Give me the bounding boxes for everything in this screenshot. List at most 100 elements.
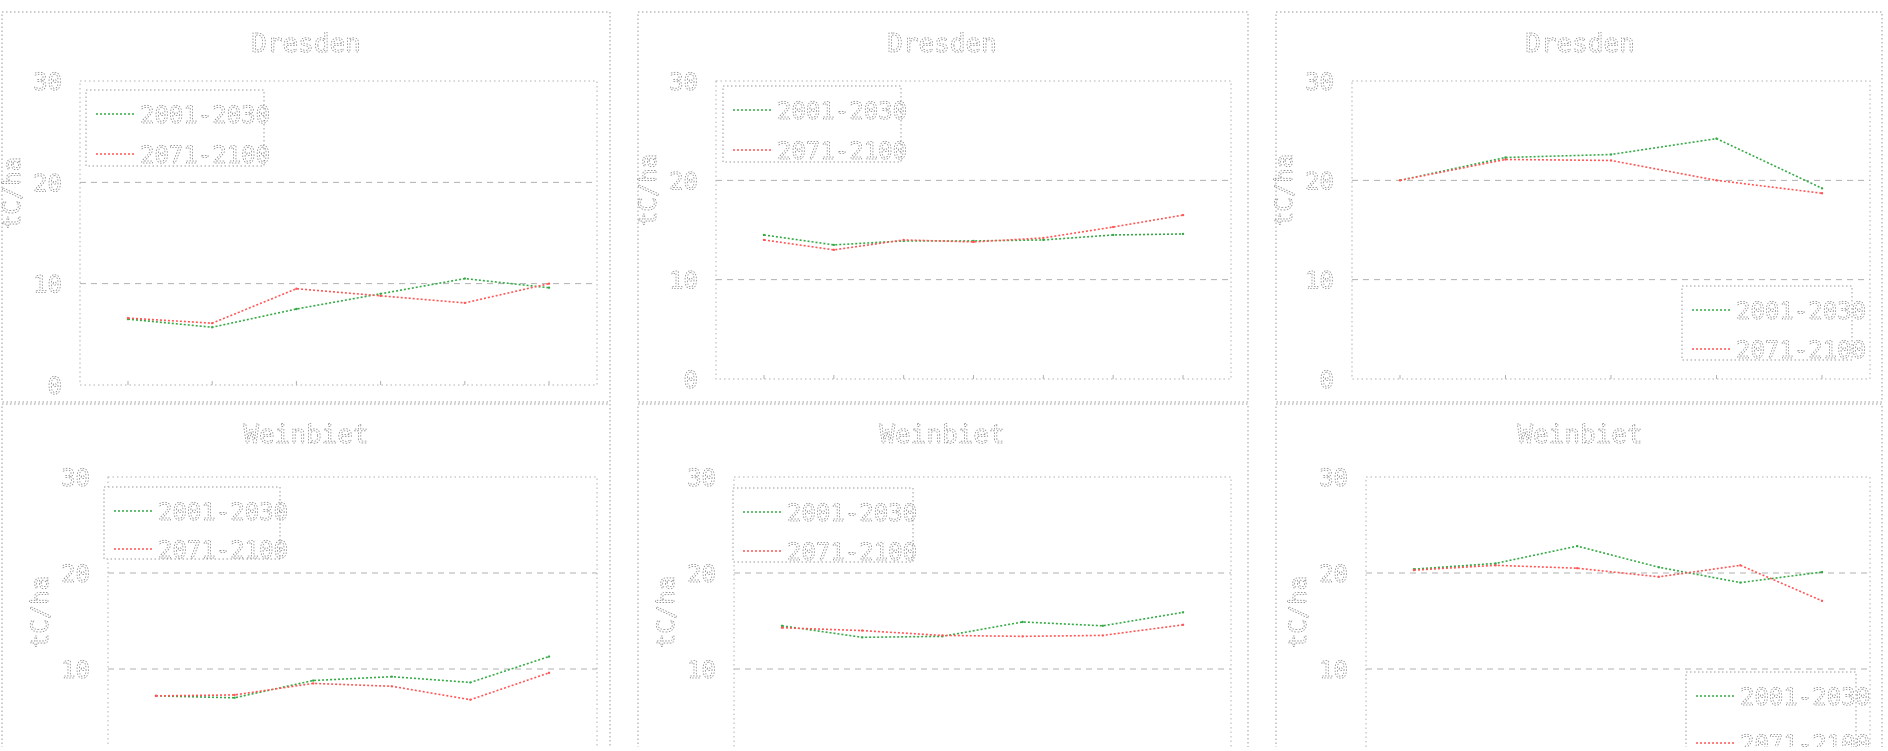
y-tick-label: 10 <box>1319 656 1348 684</box>
data-point <box>1820 192 1824 195</box>
chart-panel: 10 20 30 Weinbiet tC/ha 2001-2030 2071-2100 <box>1275 403 1883 751</box>
data-point <box>1021 620 1024 624</box>
plot-area <box>1365 476 1871 751</box>
data-point <box>233 693 236 697</box>
data-point <box>1576 544 1579 548</box>
panel-frame <box>637 403 1249 751</box>
data-point <box>469 698 472 701</box>
series-line-1 <box>127 277 550 329</box>
panel-frame <box>637 11 1249 403</box>
data-point <box>941 634 944 637</box>
data-point <box>1609 153 1613 156</box>
data-point <box>1504 156 1507 159</box>
data-point <box>390 675 393 678</box>
data-point <box>780 626 784 629</box>
data-point <box>832 248 836 252</box>
y-tick-label: 10 <box>61 656 90 684</box>
y-tick-label: 20 <box>33 169 62 197</box>
y-tick-label: 20 <box>1319 560 1348 588</box>
chart-panel: 0 10 20 30 Dresden tC/ha 2001-2030 2071-2100 <box>0 11 611 403</box>
plot-area <box>715 80 1232 380</box>
legend-label: 2071-2100 <box>1736 336 1866 364</box>
data-point <box>1715 137 1718 140</box>
panel-frame <box>1 403 611 751</box>
series-line-2 <box>127 282 550 324</box>
y-tick-label: 30 <box>1319 464 1348 492</box>
chart-title: Dresden <box>1525 29 1635 59</box>
legend-label: 2071-2100 <box>158 536 288 564</box>
data-point <box>211 326 214 329</box>
series-line-1 <box>1413 545 1823 584</box>
data-point <box>1181 611 1185 614</box>
legend-box <box>1681 285 1853 361</box>
data-point <box>1042 238 1045 242</box>
y-tick-label: 30 <box>1305 68 1334 96</box>
data-point <box>1181 623 1185 627</box>
y-axis-label: tC/ha <box>652 576 680 648</box>
chart-panel: 10 20 30 Weinbiet tC/ha 2001-2030 2071-2100 <box>637 403 1249 751</box>
y-tick-label: 10 <box>1305 267 1334 295</box>
data-point <box>861 629 864 632</box>
y-axis-label: tC/ha <box>0 157 26 229</box>
data-point <box>469 681 472 684</box>
legend-box <box>722 85 902 163</box>
data-point <box>1576 567 1579 570</box>
data-point <box>312 682 315 685</box>
data-point <box>295 307 298 311</box>
data-point <box>861 636 864 639</box>
data-point <box>211 321 214 325</box>
y-tick-label: 30 <box>61 464 90 492</box>
legend-label: 2071-2100 <box>787 538 917 566</box>
chart-title: Weinbiet <box>1517 420 1642 450</box>
y-axis-label: tC/ha <box>634 154 662 226</box>
y-tick-label: 20 <box>1305 167 1334 195</box>
y-tick-label: 10 <box>33 271 62 299</box>
plot-area <box>79 80 598 386</box>
data-point <box>547 655 551 658</box>
data-point <box>1715 179 1718 182</box>
chart-panel: 0 10 20 30 Dresden tC/ha 2001-2030 2071-2100 <box>634 11 1249 403</box>
legend-box <box>103 486 281 560</box>
data-point <box>154 694 158 698</box>
data-point <box>1739 564 1742 567</box>
data-point <box>1111 233 1115 237</box>
plot-area <box>1351 80 1871 380</box>
data-point <box>1111 225 1115 229</box>
series-line-2 <box>155 672 550 701</box>
data-point <box>379 294 382 298</box>
legend-box <box>85 89 265 167</box>
legend-label: 2071-2100 <box>777 137 907 165</box>
data-point <box>295 287 298 290</box>
data-point <box>1739 581 1742 584</box>
data-point <box>1820 599 1824 603</box>
chart-panel: 10 20 30 Weinbiet tC/ha 2001-2030 2071-2100 <box>1 403 611 751</box>
data-point <box>762 233 766 237</box>
legend-label: 2001-2030 <box>140 101 270 129</box>
y-axis-label: tC/ha <box>26 576 54 648</box>
panel-frame <box>1275 11 1883 403</box>
data-point <box>762 238 766 242</box>
legend-label: 2001-2030 <box>1736 297 1866 325</box>
y-tick-label: 20 <box>61 560 90 588</box>
data-point <box>780 624 784 627</box>
y-tick-label: 0 <box>684 366 698 394</box>
data-point <box>902 238 905 242</box>
data-point <box>832 243 836 247</box>
series-line-2 <box>763 214 1184 251</box>
legend-box <box>732 487 914 563</box>
y-tick-label: 30 <box>33 68 62 96</box>
data-point <box>1181 232 1185 236</box>
data-point <box>1042 236 1045 240</box>
chart-title: Weinbiet <box>879 420 1004 450</box>
data-point <box>1398 179 1402 182</box>
data-point <box>547 282 551 285</box>
data-point <box>547 286 551 289</box>
data-point <box>379 292 382 295</box>
data-point <box>1494 564 1497 567</box>
chart-title: Dresden <box>887 29 997 59</box>
y-tick-label: 10 <box>669 267 698 295</box>
data-point <box>1101 624 1105 627</box>
data-point <box>1494 562 1497 565</box>
series-line-1 <box>781 611 1184 639</box>
